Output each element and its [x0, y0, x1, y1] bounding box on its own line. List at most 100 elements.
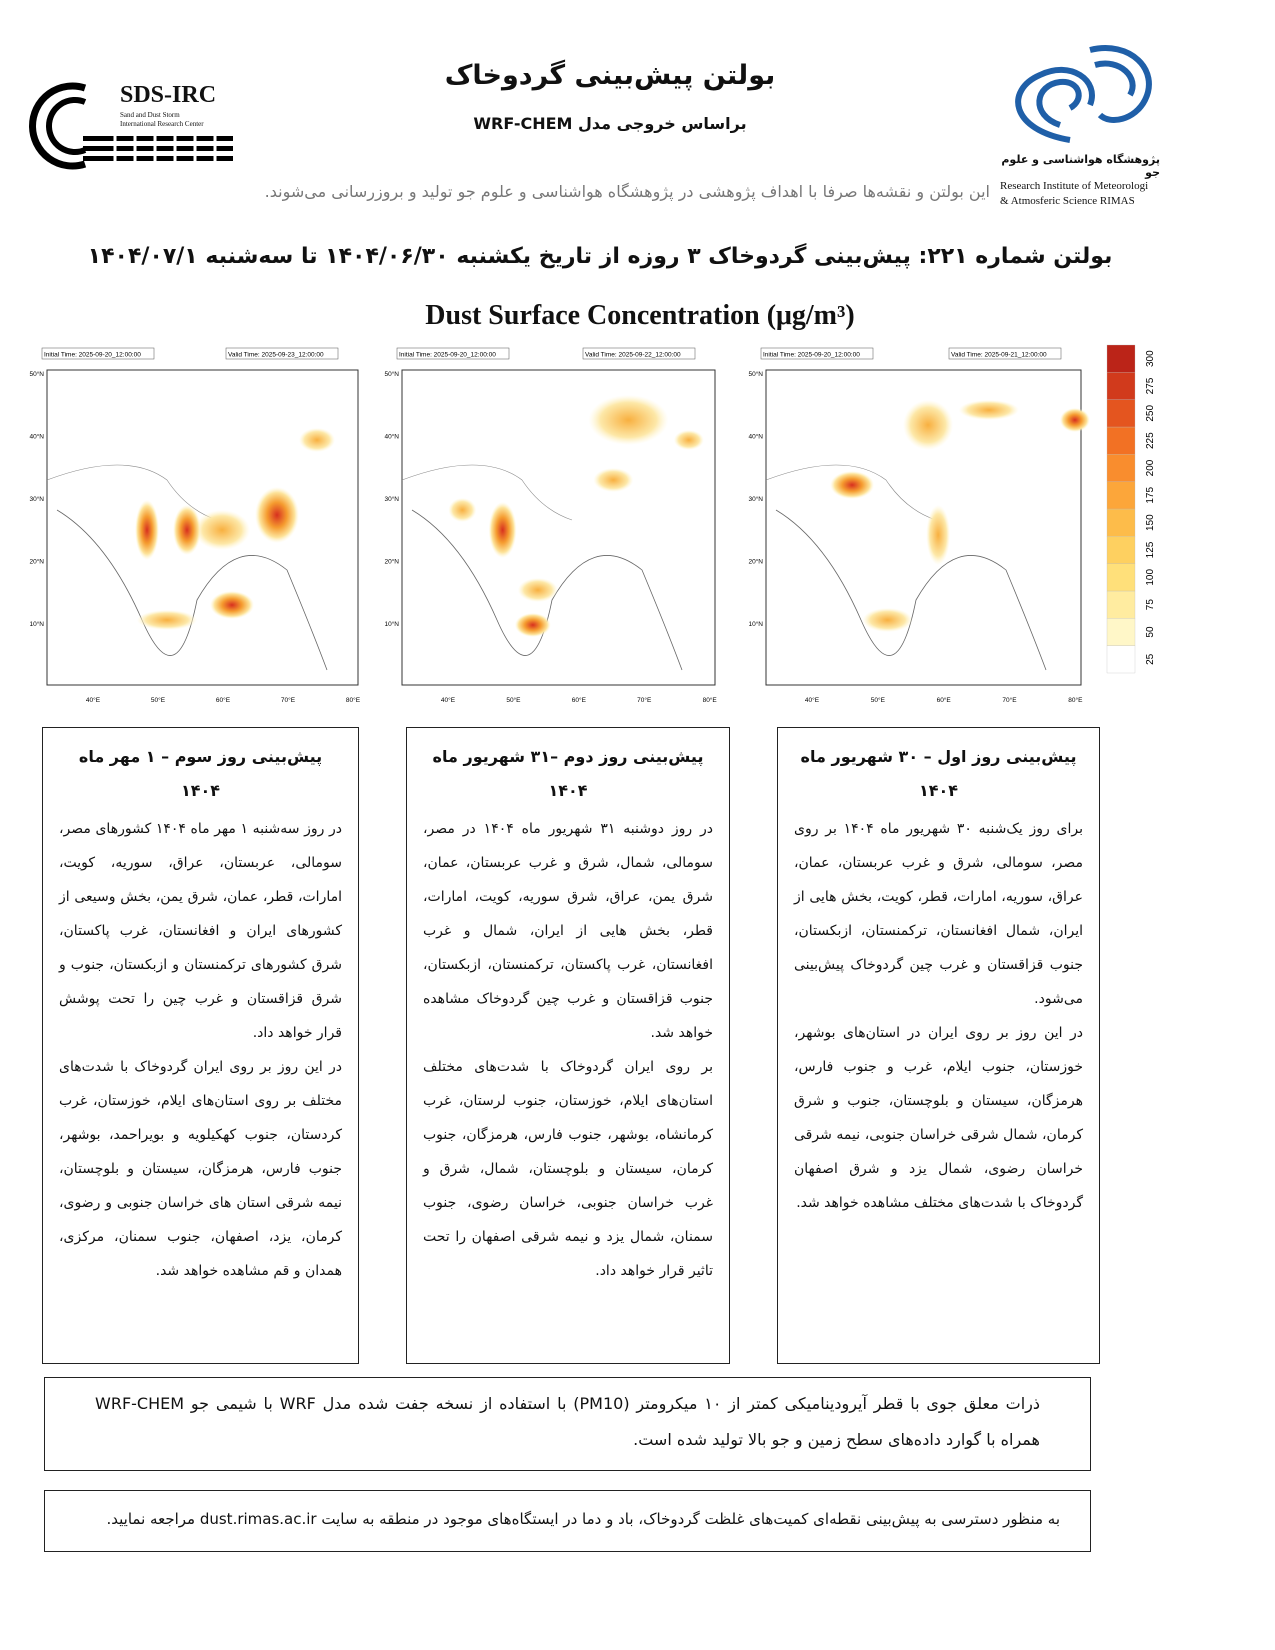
colorbar-tick: 225	[1145, 432, 1156, 449]
colorbar: 25 50 75 100 125 150 175 200 225 250 275 300	[1106, 344, 1156, 674]
lon-tick: 50°E	[506, 696, 521, 704]
lat-tick: 40°N	[29, 433, 44, 441]
colorbar-segment	[1106, 618, 1136, 646]
forecast-box: پیش‌بینی روز سوم – ۱ مهر ماه ۱۴۰۴ در روز …	[42, 727, 359, 1364]
map-panel: Initial Time: 2025-09-20_12:00:00 Valid T…	[748, 347, 1090, 704]
note-text: ذرات معلق جوی با قطر آیرودینامیکی کمتر ا…	[95, 1394, 1041, 1449]
colorbar-segment	[1106, 344, 1136, 373]
colorbar-tick: 25	[1145, 653, 1156, 665]
lat-tick: 30°N	[29, 495, 44, 503]
coastline	[56, 509, 328, 671]
logo-line: Research Institute of Meteorologi	[1000, 180, 1149, 192]
sds-logo	[29, 82, 233, 170]
logo-name-fa: پژوهشگاه هواشناسی و علوم جو	[1001, 153, 1160, 179]
colorbar-tick: 125	[1145, 541, 1156, 558]
dust-area	[903, 400, 954, 450]
forecast-paragraph: بر روی ایران گردوخاک با شدت‌های مختلف اس…	[423, 1059, 713, 1279]
maps: Initial Time: 2025-09-20_12:00:00 Valid T…	[29, 344, 1156, 704]
colorbar-segment	[1106, 426, 1136, 455]
dust-area	[862, 608, 913, 632]
lon-tick: 80°E	[1068, 696, 1083, 704]
note-text: به منظور دسترسی به پیش‌بینی نقطه‌ای کمیت…	[106, 1510, 1060, 1528]
dust-area	[830, 471, 875, 499]
dust-area	[958, 400, 1019, 420]
dust-area	[299, 428, 335, 452]
dust-area	[1059, 408, 1090, 432]
time-box	[760, 347, 874, 360]
initial-time: Initial Time: 2025-09-20_12:00:00	[399, 352, 496, 359]
lon-tick: 60°E	[216, 696, 231, 704]
colorbar-tick: 100	[1145, 569, 1156, 586]
colorbar-segment	[1106, 454, 1136, 482]
colorbar-tick: 200	[1145, 459, 1156, 476]
map-title: Dust Surface Concentration (μg/m³)	[425, 300, 855, 331]
forecast-paragraph: در روز سه‌شنبه ۱ مهر ماه ۱۴۰۴ کشورهای مص…	[59, 821, 342, 1041]
coastline	[401, 464, 573, 521]
note-box: به منظور دسترسی به پیش‌بینی نقطه‌ای کمیت…	[44, 1490, 1091, 1552]
forecast-heading: پیش‌بینی روز سوم – ۱ مهر ماه ۱۴۰۴	[78, 747, 323, 800]
forecast-paragraph: در این روز بر روی ایران گردوخاک با شدت‌ه…	[59, 1059, 342, 1279]
initial-time: Initial Time: 2025-09-20_12:00:00	[44, 352, 141, 359]
colorbar-segment	[1106, 536, 1136, 564]
lat-tick: 10°N	[384, 620, 399, 628]
colorbar-segment	[1106, 645, 1136, 674]
lon-tick: 40°E	[86, 696, 101, 704]
lat-tick: 20°N	[748, 558, 763, 566]
colorbar-tick: 175	[1145, 487, 1156, 504]
dust-area	[135, 500, 159, 560]
title: بولتن پیش‌بینی گردوخاک	[444, 60, 776, 91]
forecast-paragraph: در این روز بر روی ایران در استان‌های بوش…	[794, 1025, 1083, 1211]
subtitle: براساس خروجی مدل WRF-CHEM	[473, 114, 747, 133]
lat-tick: 30°N	[748, 495, 763, 503]
disclaimer: این بولتن و نقشه‌ها صرفا با اهداف پژوهشی…	[264, 182, 990, 201]
logo-line: International Research Center	[120, 120, 204, 128]
forecast-heading: پیش‌بینی روز اول – ۳۰ شهریور ماه ۱۴۰۴	[800, 747, 1077, 800]
coastline	[46, 464, 218, 521]
dust-area	[673, 430, 704, 450]
valid-time: Valid Time: 2025-09-23_12:00:00	[228, 352, 324, 359]
lon-tick: 80°E	[703, 696, 718, 704]
colorbar-segment	[1106, 563, 1136, 592]
lon-tick: 50°E	[151, 696, 166, 704]
colorbar-segment	[1106, 399, 1136, 428]
colorbar-segment	[1106, 372, 1136, 400]
map-panel: Initial Time: 2025-09-20_12:00:00 Valid T…	[384, 347, 718, 704]
dust-area	[593, 468, 634, 492]
forecast-paragraph: در روز دوشنبه ۳۱ شهریور ماه ۱۴۰۴ در مصر،…	[423, 821, 714, 1041]
map-panel: Initial Time: 2025-09-20_12:00:00 Valid T…	[29, 347, 361, 704]
lon-tick: 70°E	[281, 696, 296, 704]
dust-area	[926, 505, 951, 565]
coastline	[411, 509, 683, 671]
lat-tick: 20°N	[29, 558, 44, 566]
logo-name: SDS-IRC	[120, 82, 217, 108]
note-box: ذرات معلق جوی با قطر آیرودینامیکی کمتر ا…	[44, 1377, 1091, 1471]
dust-area	[488, 502, 517, 558]
logo-line: Sand and Dust Storm	[120, 111, 180, 119]
coastline	[775, 509, 1047, 671]
dust-area	[255, 487, 299, 543]
logo-line: & Atmosferic Science RIMAS	[1000, 195, 1135, 207]
colorbar-segment	[1106, 590, 1136, 619]
lon-tick: 40°E	[805, 696, 820, 704]
forecast-heading: پیش‌بینی روز دوم –۳۱ شهریور ماه ۱۴۰۴	[432, 747, 704, 800]
lon-tick: 70°E	[1002, 696, 1017, 704]
colorbar-segment	[1106, 508, 1136, 537]
lat-tick: 10°N	[29, 620, 44, 628]
lat-tick: 40°N	[748, 433, 763, 441]
colorbar-tick: 75	[1145, 599, 1156, 611]
colorbar-tick: 275	[1145, 377, 1156, 394]
dust-area	[588, 395, 669, 445]
initial-time: Initial Time: 2025-09-20_12:00:00	[763, 352, 860, 359]
dust-area	[210, 591, 254, 619]
lon-tick: 70°E	[637, 696, 652, 704]
lat-tick: 10°N	[748, 620, 763, 628]
lon-tick: 40°E	[441, 696, 456, 704]
lon-tick: 60°E	[572, 696, 587, 704]
dust-area	[517, 578, 558, 602]
lon-tick: 80°E	[346, 696, 361, 704]
time-box	[225, 347, 339, 360]
lat-tick: 50°N	[748, 370, 763, 378]
lat-tick: 40°N	[384, 433, 399, 441]
dust-area	[137, 610, 197, 630]
